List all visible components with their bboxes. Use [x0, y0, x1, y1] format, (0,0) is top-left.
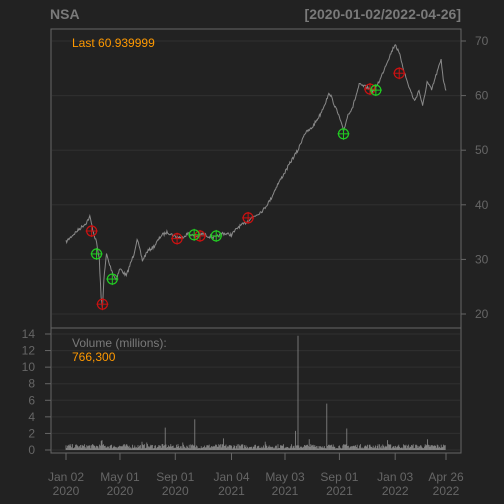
- sell-signal-marker: [171, 232, 184, 245]
- sell-signal-marker: [242, 211, 255, 224]
- x-tick-label-year: 2021: [272, 484, 299, 498]
- buy-signal-marker: [337, 127, 350, 140]
- volume-y-tick-label: 14: [22, 327, 36, 341]
- x-tick-label-year: 2021: [326, 484, 353, 498]
- volume-y-tick-label: 6: [28, 393, 35, 407]
- chart-date-range: [2020-01-02/2022-04-26]: [305, 6, 461, 22]
- x-tick-label: Sep 01: [320, 470, 358, 484]
- price-grid: [52, 40, 460, 315]
- volume-y-axis: 0 2 4 6 8 10 12 14: [22, 327, 51, 457]
- x-tick-label: Apr 26: [428, 470, 464, 484]
- volume-y-tick-label: 0: [28, 443, 35, 457]
- price-series-line: [65, 43, 447, 309]
- sell-signal-marker: [194, 229, 207, 242]
- volume-y-tick-label: 2: [28, 426, 35, 440]
- buy-signal-marker: [188, 228, 201, 241]
- volume-y-tick-label: 8: [28, 377, 35, 391]
- volume-y-tick-label: 10: [22, 360, 36, 374]
- price-y-tick-label: 30: [475, 252, 489, 266]
- buy-signal-marker: [210, 229, 223, 242]
- price-y-tick-label: 40: [475, 198, 489, 212]
- price-y-tick-label: 20: [475, 307, 489, 321]
- x-tick-label: May 03: [265, 470, 305, 484]
- volume-bars: [65, 335, 446, 450]
- sell-signal-marker: [96, 298, 109, 311]
- volume-panel-border: [50, 327, 462, 454]
- x-tick-label: May 01: [100, 470, 140, 484]
- x-tick-label: Sep 01: [156, 470, 194, 484]
- volume-label: Volume (millions):: [72, 336, 167, 350]
- buy-signal-marker: [369, 84, 382, 97]
- x-tick-label-year: 2020: [162, 484, 189, 498]
- x-tick-label: Jan 03: [377, 470, 413, 484]
- x-tick-label: Jan 04: [213, 470, 249, 484]
- volume-y-tick-label: 12: [22, 344, 36, 358]
- x-tick-label-year: 2020: [53, 484, 80, 498]
- sell-signal-marker: [85, 225, 98, 238]
- x-tick-label-year: 2021: [218, 484, 245, 498]
- x-tick-label-year: 2022: [382, 484, 409, 498]
- volume-y-tick-label: 4: [28, 410, 35, 424]
- last-price-label: Last 60.939999: [72, 36, 155, 50]
- buy-signal-marker: [90, 247, 103, 260]
- price-y-axis: 20 30 40 50 60 70: [461, 34, 489, 321]
- price-y-tick-label: 70: [475, 34, 489, 48]
- buy-signal-marker: [106, 273, 119, 286]
- x-tick-label-year: 2022: [433, 484, 460, 498]
- x-tick-label: Jan 02: [48, 470, 84, 484]
- signal-markers: [85, 67, 406, 311]
- volume-value: 766,300: [72, 350, 116, 364]
- sell-signal-marker: [393, 67, 406, 80]
- price-y-tick-label: 50: [475, 143, 489, 157]
- x-tick-label-year: 2020: [107, 484, 134, 498]
- volume-grid: [52, 333, 460, 451]
- sell-signal-marker: [364, 83, 376, 96]
- chart-title-symbol: NSA: [50, 6, 80, 22]
- price-y-tick-label: 60: [475, 89, 489, 103]
